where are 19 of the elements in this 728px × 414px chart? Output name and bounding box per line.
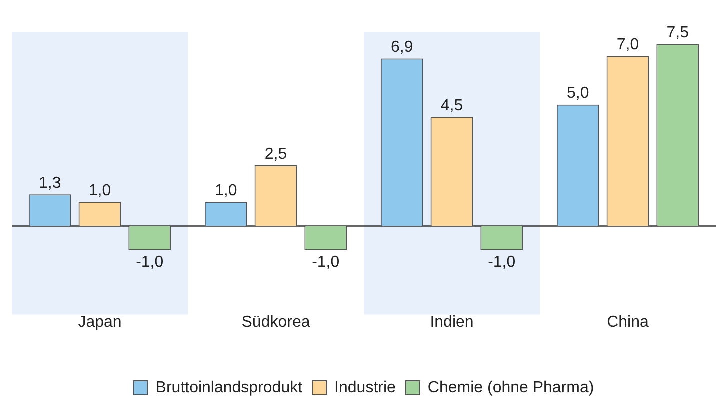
data-label: 7,0 [616, 36, 640, 54]
data-label: -1,0 [312, 254, 340, 271]
legend-label: Bruttoinlandsprodukt [156, 379, 304, 396]
data-label: 7,5 [666, 24, 690, 42]
data-label: 4,5 [440, 97, 464, 114]
data-label: -1,0 [136, 254, 164, 271]
x-tick-label: Südkorea [242, 314, 310, 331]
legend-label: Chemie (ohne Pharma) [428, 379, 594, 396]
x-tick-label: Indien [430, 314, 474, 331]
data-label: 5,0 [567, 85, 590, 102]
legend-label: Industrie [334, 379, 396, 396]
data-label: 1,0 [88, 182, 112, 200]
x-tick-label: Japan [78, 314, 122, 331]
data-label: -1,0 [488, 254, 516, 271]
data-label: 6,9 [391, 39, 414, 56]
data-label: 1,0 [215, 182, 238, 200]
x-tick-label: China [607, 314, 649, 331]
data-label: 2,5 [264, 146, 288, 163]
data-label: 1,3 [39, 175, 62, 192]
